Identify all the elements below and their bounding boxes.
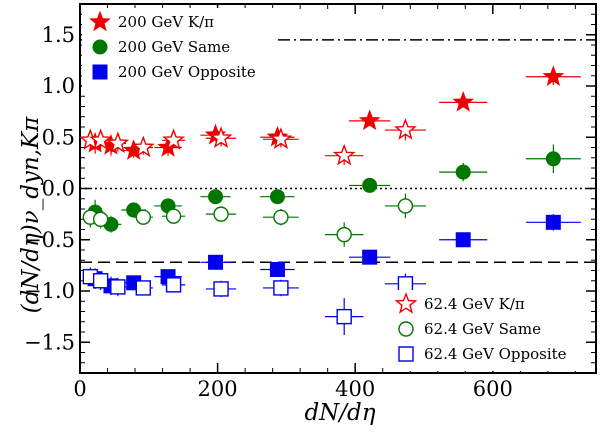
data-point <box>209 126 233 148</box>
x-tick-label: 600 <box>473 377 513 401</box>
data-point <box>92 273 109 289</box>
data-point <box>336 308 352 325</box>
y-tick-label: 0.0 <box>42 177 75 201</box>
data-point <box>455 164 471 180</box>
data-point <box>452 90 475 112</box>
data-point <box>89 128 113 151</box>
data-point <box>273 280 289 296</box>
data-point <box>213 281 229 297</box>
data-point <box>273 209 289 225</box>
data-point <box>135 280 151 296</box>
data-point <box>455 232 471 248</box>
legend-marker <box>92 39 108 55</box>
legend-top-left: 200 GeV K/π 200 GeV Same 200 GeV Opposite <box>82 8 278 89</box>
data-point <box>106 131 130 154</box>
data-point <box>165 277 182 293</box>
series-4 <box>82 193 427 247</box>
data-point <box>269 127 293 150</box>
legend-marker <box>394 292 418 314</box>
data-point <box>362 249 378 265</box>
legend-bottom-right: 62.4 GeV K/π 62.4 GeV Same 62.4 GeV Opposi… <box>388 290 584 371</box>
legend-label: 62.4 GeV K/π <box>424 295 525 313</box>
legend-label: 62.4 GeV Opposite <box>424 345 567 363</box>
data-point <box>213 206 229 222</box>
data-point <box>92 211 109 227</box>
data-point <box>362 177 378 193</box>
y-tick-label: −0.5 <box>24 228 75 252</box>
data-points <box>78 65 581 336</box>
data-point <box>336 226 352 243</box>
legend-marker <box>92 64 108 80</box>
x-axis-title: dN/dη <box>304 400 375 426</box>
y-axis-title: (dN/dη)ν_dyn,Kπ <box>18 116 44 314</box>
data-point <box>110 279 126 295</box>
data-point <box>332 143 356 166</box>
legend-label: 62.4 GeV Same <box>424 320 541 338</box>
data-point <box>545 151 561 167</box>
legend-label: 200 GeV Same <box>118 38 230 56</box>
y-tick-label: 1.0 <box>42 74 75 98</box>
reference-lines <box>80 39 596 264</box>
data-point <box>397 198 414 214</box>
x-tick-label: 400 <box>335 377 375 401</box>
legends: 200 GeV K/π 200 GeV Same 200 GeV Opposite 6… <box>82 8 584 371</box>
data-point <box>269 189 285 205</box>
legend-background <box>82 8 278 89</box>
data-point <box>269 261 285 277</box>
data-point <box>397 276 414 292</box>
x-tick-label: 200 <box>198 377 238 401</box>
y-tick-label: 0.5 <box>42 125 75 149</box>
axis-ticks: 0 200 400 600 −1.5 −1.0 −0.5 0.0 0.5 1.0 1.5 <box>24 3 596 401</box>
series-5 <box>82 267 427 336</box>
data-point <box>542 65 565 87</box>
x-tick-label: 0 <box>73 377 86 401</box>
y-axis-title-group: (dN/dη)ν_dyn,Kπ <box>18 116 44 314</box>
y-tick-label: −1.5 <box>24 330 75 354</box>
y-tick-label: 1.5 <box>42 23 75 47</box>
data-point <box>208 254 224 270</box>
data-point <box>394 118 417 140</box>
data-point <box>135 209 151 225</box>
series-2 <box>86 214 581 296</box>
legend-label: 200 GeV Opposite <box>118 63 256 81</box>
series-3 <box>78 118 427 166</box>
legend-label: 200 GeV K/π <box>118 13 214 31</box>
legend-marker <box>89 10 111 32</box>
data-point <box>545 214 561 230</box>
y-tick-label: −1.0 <box>24 279 75 303</box>
data-point <box>162 128 185 151</box>
data-point <box>165 208 182 224</box>
legend-marker <box>398 346 414 362</box>
data-point <box>131 135 155 158</box>
data-point <box>208 189 224 205</box>
data-point <box>358 109 381 131</box>
legend-background <box>388 290 584 371</box>
legend-marker <box>398 321 414 337</box>
